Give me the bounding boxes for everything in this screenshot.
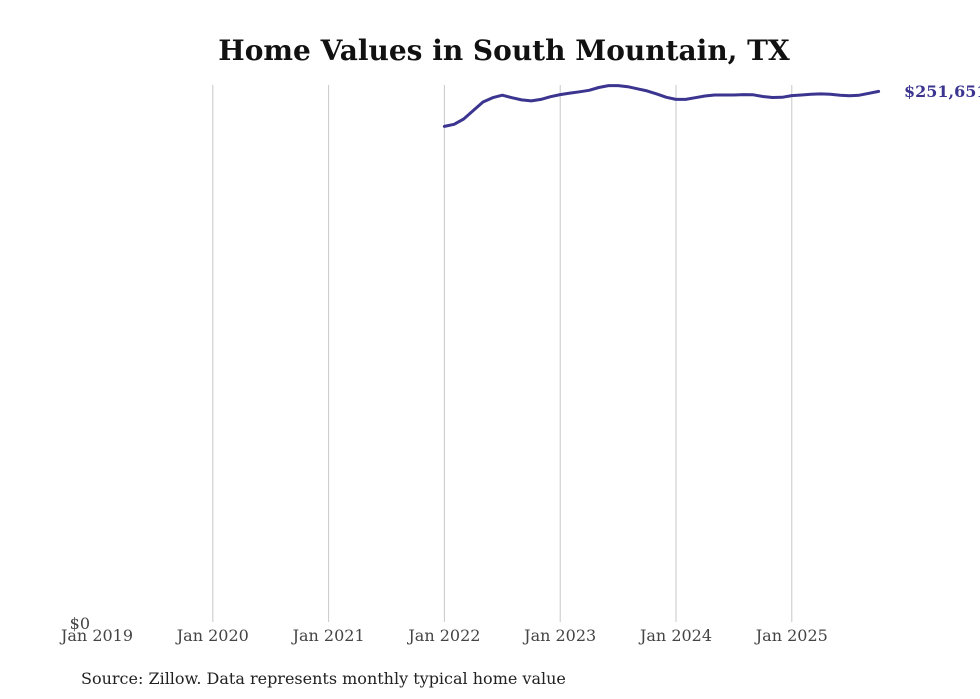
x-tick-label-jan-2020: Jan 2020 xyxy=(175,626,249,645)
x-tick-label-jan-2024: Jan 2024 xyxy=(638,626,712,645)
x-tick-label-jan-2025: Jan 2025 xyxy=(754,626,828,645)
end-value-label: $251,651 xyxy=(904,82,980,101)
grid-lines xyxy=(212,85,793,622)
x-tick-label-jan-2022: Jan 2022 xyxy=(406,626,480,645)
series-line-0 xyxy=(442,84,881,128)
y-axis-tick-0: $0 xyxy=(70,614,90,633)
chart-title: Home Values in South Mountain, TX xyxy=(218,34,790,67)
x-tick-label-jan-2019: Jan 2019 xyxy=(59,626,133,645)
x-axis-ticks: Jan 2019 Jan 2020 Jan 2021 Jan 2022 Jan 2023… xyxy=(59,626,828,645)
x-tick-label-jan-2021: Jan 2021 xyxy=(291,626,365,645)
x-tick-label-jan-2023: Jan 2023 xyxy=(522,626,596,645)
series-layer xyxy=(442,84,881,128)
source-note: Source: Zillow. Data represents monthly … xyxy=(81,669,566,688)
